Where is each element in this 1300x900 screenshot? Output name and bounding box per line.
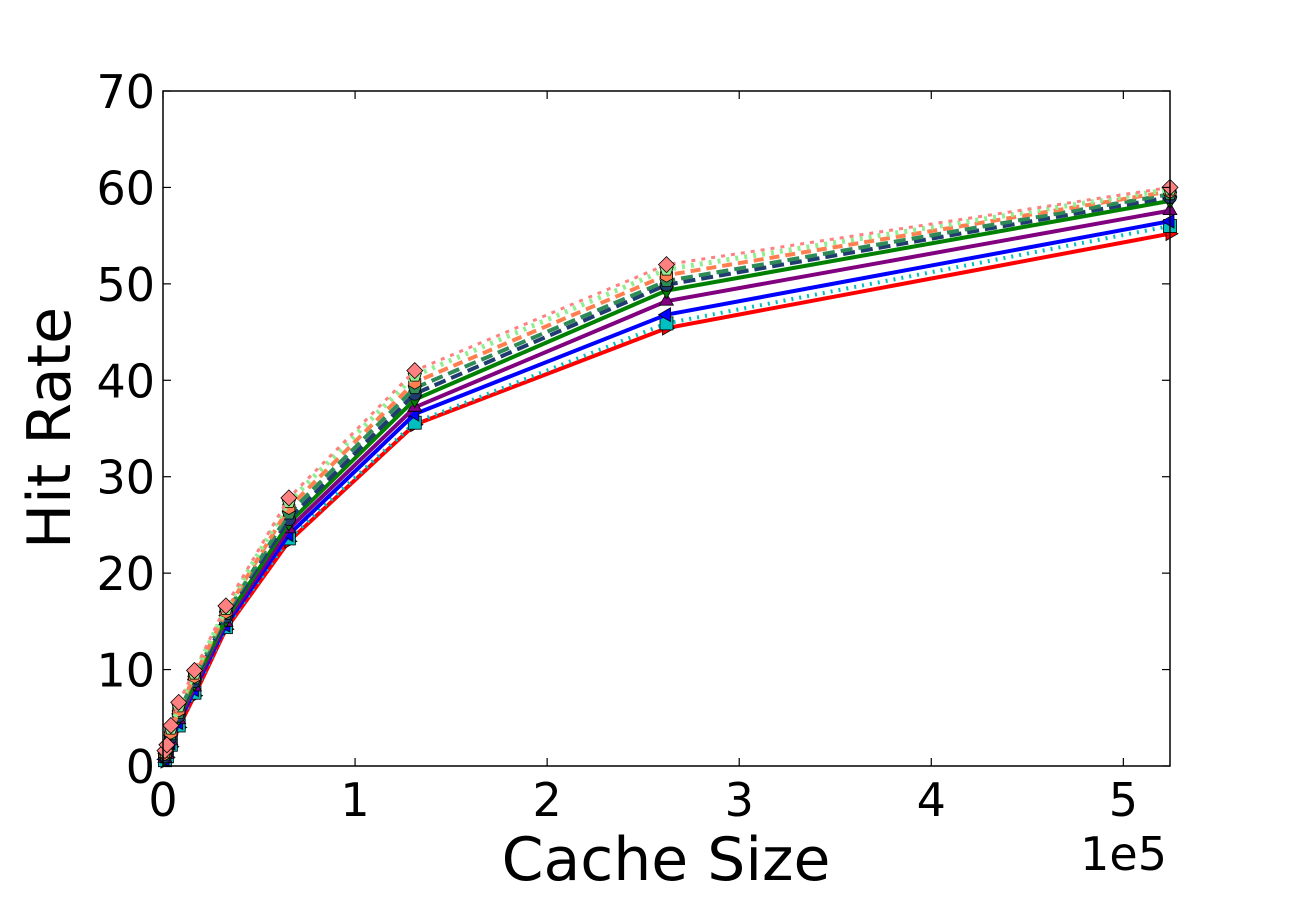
data-point [1161, 213, 1175, 229]
y-tick-label: 20 [96, 547, 155, 601]
x-tick-label: 3 [725, 773, 754, 827]
x-tick-label: 4 [917, 773, 946, 827]
series-line [163, 185, 1171, 752]
plot-background [163, 91, 1170, 766]
y-axis-title: Hit Rate [15, 307, 85, 549]
series-line [162, 186, 1171, 753]
plot-frame [162, 90, 1171, 767]
series-line [163, 224, 1171, 762]
data-point [657, 307, 671, 323]
data-point [162, 716, 180, 735]
x-tick-label: 1 [340, 773, 369, 827]
y-tick-label: 30 [96, 451, 155, 505]
series-layer [156, 178, 1179, 769]
data-point [657, 256, 676, 274]
y-tick-label: 60 [96, 161, 155, 215]
x-axis-title: Cache Size [502, 825, 831, 895]
y-tick-label: 0 [126, 740, 155, 794]
data-point [280, 489, 298, 507]
y-tick-label: 50 [96, 258, 155, 312]
data-point [170, 693, 188, 711]
data-point [406, 362, 424, 380]
x-tick-label: 5 [1109, 773, 1138, 827]
x-tick-label: 2 [532, 773, 561, 827]
data-point [185, 661, 204, 680]
x-tick-label: 0 [148, 773, 177, 827]
y-tick-label: 70 [96, 65, 155, 119]
y-tick-label: 40 [96, 354, 155, 408]
y-tick-label: 10 [96, 644, 155, 698]
data-point [217, 597, 235, 615]
x-offset-label: 1e5 [1080, 827, 1167, 881]
